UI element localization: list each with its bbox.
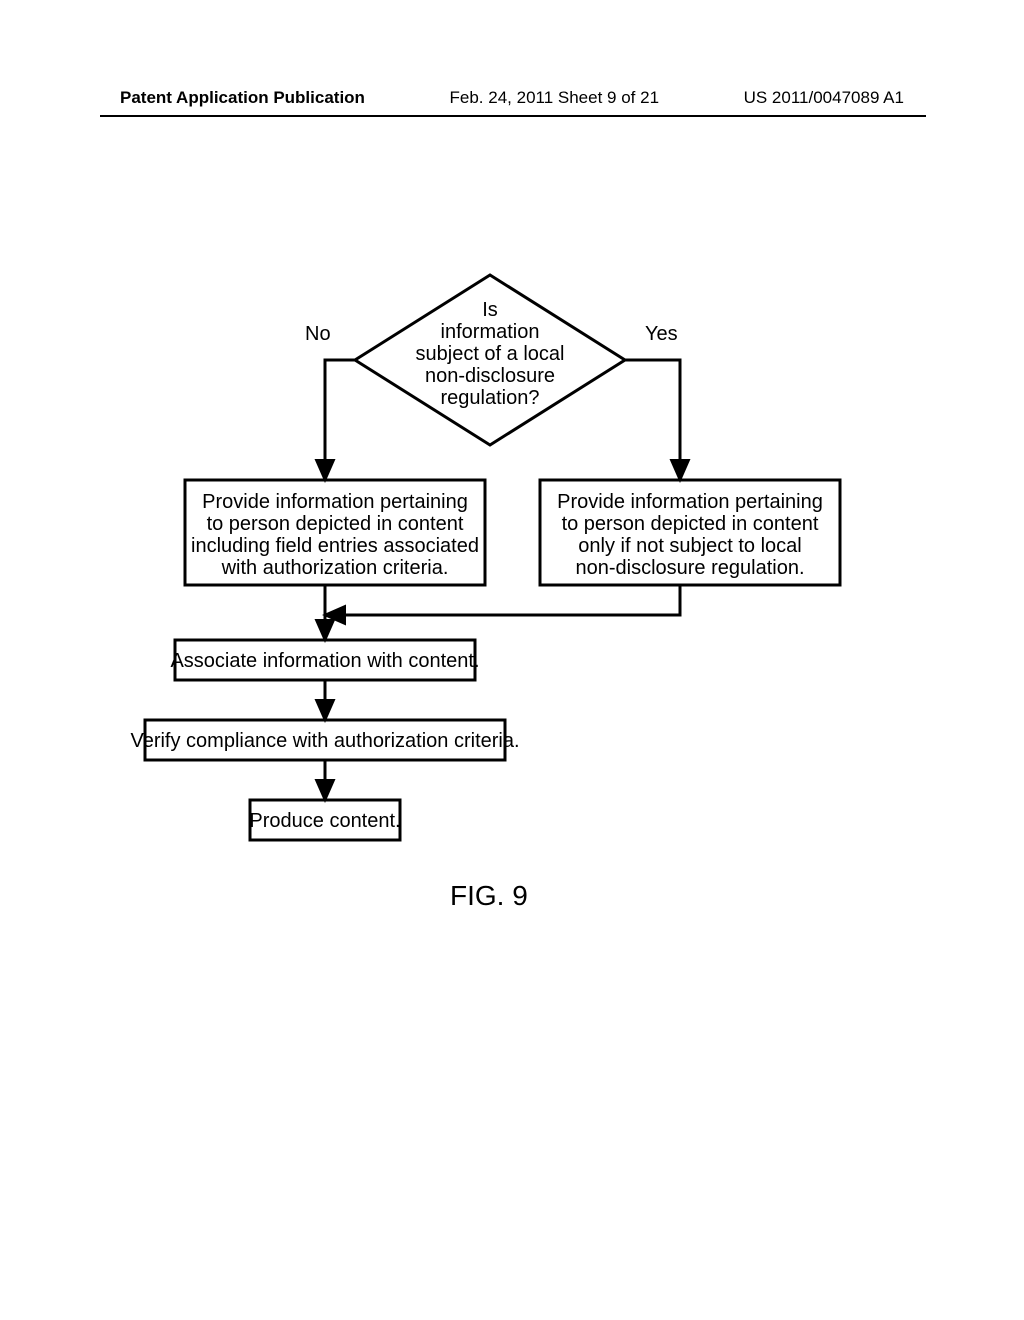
box-no-text: with authorization criteria. — [221, 557, 449, 579]
yes-label: Yes — [645, 323, 678, 345]
box-no-text: including field entries associated — [191, 535, 479, 557]
page: Patent Application Publication Feb. 24, … — [0, 0, 1024, 1320]
header-patent-number: US 2011/0047089 A1 — [744, 88, 904, 108]
box-no-text: Provide information pertaining — [202, 491, 468, 513]
figure-label: FIG. 9 — [450, 880, 528, 911]
box-no-text: to person depicted in content — [207, 513, 464, 535]
header-publication: Patent Application Publication — [120, 88, 365, 108]
flow-arrow — [625, 360, 680, 480]
decision-text: regulation? — [441, 387, 540, 409]
box-yes-text: Provide information pertaining — [557, 491, 823, 513]
box-produce-text: Produce content. — [249, 810, 400, 832]
header-rule — [100, 115, 926, 117]
box-yes-text: to person depicted in content — [562, 513, 819, 535]
flowchart-svg: Isinformationsubject of a localnon-discl… — [150, 280, 870, 940]
box-yes-text: only if not subject to local — [578, 535, 801, 557]
decision-text: Is — [482, 299, 498, 321]
box-associate-text: Associate information with content. — [170, 650, 479, 672]
decision-text: non-disclosure — [425, 365, 555, 387]
flow-arrow — [325, 585, 680, 615]
box-verify-text: Verify compliance with authorization cri… — [130, 730, 519, 752]
box-yes-text: non-disclosure regulation. — [575, 557, 804, 579]
no-label: No — [305, 323, 331, 345]
decision-text: subject of a local — [416, 343, 565, 365]
page-header: Patent Application Publication Feb. 24, … — [0, 88, 1024, 108]
flowchart: Isinformationsubject of a localnon-discl… — [150, 280, 870, 940]
header-sheet-info: Feb. 24, 2011 Sheet 9 of 21 — [450, 88, 660, 108]
decision-text: information — [441, 321, 540, 343]
flow-arrow — [325, 360, 355, 480]
